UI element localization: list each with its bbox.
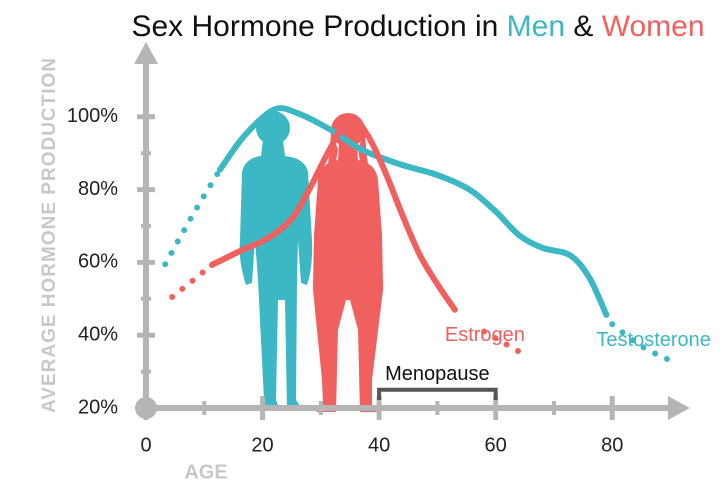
x-tick-label: 80 bbox=[601, 434, 623, 456]
extrapolated-line bbox=[481, 328, 528, 358]
x-tick-label: 40 bbox=[368, 434, 390, 456]
chart-title: Sex Hormone Production in Men & Women bbox=[131, 10, 704, 43]
x-axis-label: AGE bbox=[184, 461, 227, 483]
y-tick-label: 80% bbox=[78, 178, 118, 200]
extrapolated-line bbox=[609, 321, 674, 364]
y-tick-label: 60% bbox=[78, 251, 118, 273]
series-label: Estrogen bbox=[445, 324, 525, 346]
series-label: Testosterone bbox=[596, 329, 711, 351]
y-tick-label: 20% bbox=[78, 396, 118, 418]
series-line bbox=[208, 114, 458, 313]
x-tick-label: 0 bbox=[140, 434, 151, 456]
title-part: Sex Hormone Production in bbox=[131, 10, 506, 43]
menopause-bracket bbox=[377, 387, 498, 400]
menopause-label: Menopause bbox=[385, 363, 490, 385]
y-tick-label: 40% bbox=[78, 323, 118, 345]
y-tick-label: 100% bbox=[67, 105, 118, 127]
x-axis-arrow bbox=[668, 396, 690, 420]
man-silhouette bbox=[239, 111, 313, 410]
x-tick-label: 20 bbox=[251, 434, 273, 456]
title-part: Women bbox=[602, 10, 705, 43]
extrapolated-line bbox=[162, 166, 224, 268]
y-axis-label: AVERAGE HORMONE PRODUCTION bbox=[39, 57, 60, 413]
extrapolated-line bbox=[169, 261, 215, 300]
y-axis-arrow bbox=[134, 42, 158, 64]
title-part: Men bbox=[507, 10, 565, 43]
series-line bbox=[217, 105, 610, 318]
title-part: & bbox=[565, 10, 602, 43]
x-tick-label: 60 bbox=[485, 434, 507, 456]
